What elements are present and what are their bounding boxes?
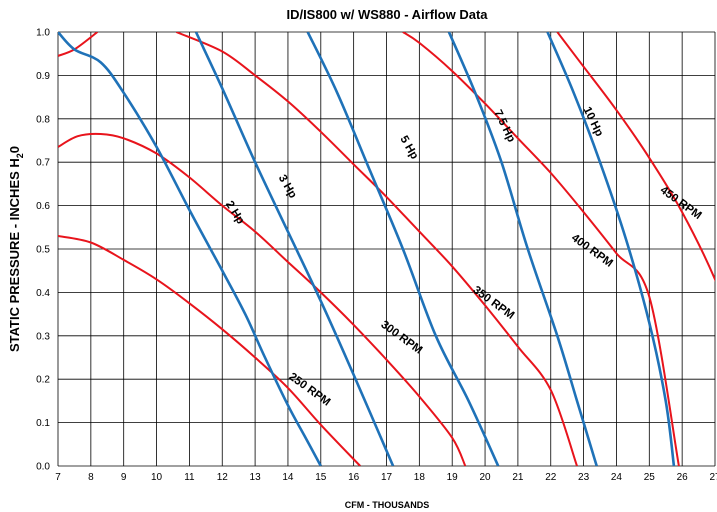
hp-curve-10-hp [546, 32, 676, 466]
x-tick-label: 8 [88, 472, 94, 483]
x-tick-label: 18 [414, 472, 426, 483]
series-layer [58, 32, 715, 466]
x-axis-label: CFM - THOUSANDS [345, 500, 430, 510]
hp-label-3-hp: 3 Hp [276, 173, 299, 201]
x-tick-label: 17 [381, 472, 393, 483]
rpm-label-250-rpm: 250 RPM [287, 371, 333, 409]
hp-label-5-hp: 5 Hp [397, 134, 420, 162]
y-axis-label-main: STATIC PRESSURE - INCHES H [7, 158, 22, 352]
x-tick-label: 23 [578, 472, 590, 483]
hp-label-7-5-hp: 7.5 Hp [491, 108, 517, 144]
y-tick-label: 0.9 [36, 71, 50, 82]
rpm-label-300-rpm: 300 RPM [378, 319, 424, 357]
rpm-curve-400-rpm [402, 32, 680, 466]
x-tick-label: 16 [348, 472, 360, 483]
y-axis-label-end: 0 [7, 146, 22, 153]
x-tick-label: 9 [121, 472, 127, 483]
x-tick-label: 25 [644, 472, 656, 483]
chart-title: ID/IS800 w/ WS880 - Airflow Data [286, 7, 488, 22]
x-tick-label: 22 [545, 472, 557, 483]
x-tick-label: 15 [315, 472, 327, 483]
y-tick-label: 0.6 [36, 201, 50, 212]
hp-curve-7-5-hp [447, 32, 598, 466]
y-axis-label-subscript: 2 [15, 153, 25, 158]
y-tick-label: 0.5 [36, 245, 50, 256]
y-tick-label: 0.0 [36, 462, 50, 473]
x-tick-label: 24 [611, 472, 623, 483]
hp-curve-3-hp [194, 32, 395, 466]
rpm-curve-350-rpm-main [175, 32, 578, 466]
rpm-label-450-rpm: 450 RPM [658, 184, 704, 222]
y-tick-label: 1.0 [36, 28, 50, 39]
x-tick-label: 7 [55, 472, 61, 483]
y-tick-label: 0.8 [36, 114, 50, 125]
x-tick-label: 21 [512, 472, 524, 483]
x-tick-label: 14 [282, 472, 294, 483]
y-tick-label: 0.7 [36, 158, 50, 169]
hp-curve-2-hp [58, 32, 322, 466]
y-tick-label: 0.3 [36, 331, 50, 342]
x-tick-label: 26 [677, 472, 689, 483]
x-tick-label: 11 [184, 472, 195, 483]
x-tick-label: 12 [217, 472, 229, 483]
y-axis-label: STATIC PRESSURE - INCHES H20 [7, 146, 25, 352]
x-tick-label: 10 [151, 472, 163, 483]
rpm-curve-300-rpm [58, 132, 467, 466]
y-tick-label: 0.2 [36, 375, 50, 386]
tick-labels: 7 8 9 10 11 12 13 14 15 16 17 18 19 20 21 22 23 24 25 26 27 0… [36, 28, 717, 484]
x-tick-label: 13 [250, 472, 262, 483]
x-tick-label: 20 [479, 472, 491, 483]
y-tick-label: 0.1 [36, 418, 50, 429]
x-tick-label: 27 [709, 472, 717, 483]
rpm-label-400-rpm: 400 RPM [569, 232, 615, 270]
y-tick-label: 0.4 [36, 288, 50, 299]
hp-curve-5-hp [306, 32, 500, 466]
rpm-curve-450-rpm [556, 32, 715, 283]
x-tick-label: 19 [447, 472, 459, 483]
rpm-curve-250-rpm [58, 235, 361, 466]
grid [57, 31, 716, 467]
